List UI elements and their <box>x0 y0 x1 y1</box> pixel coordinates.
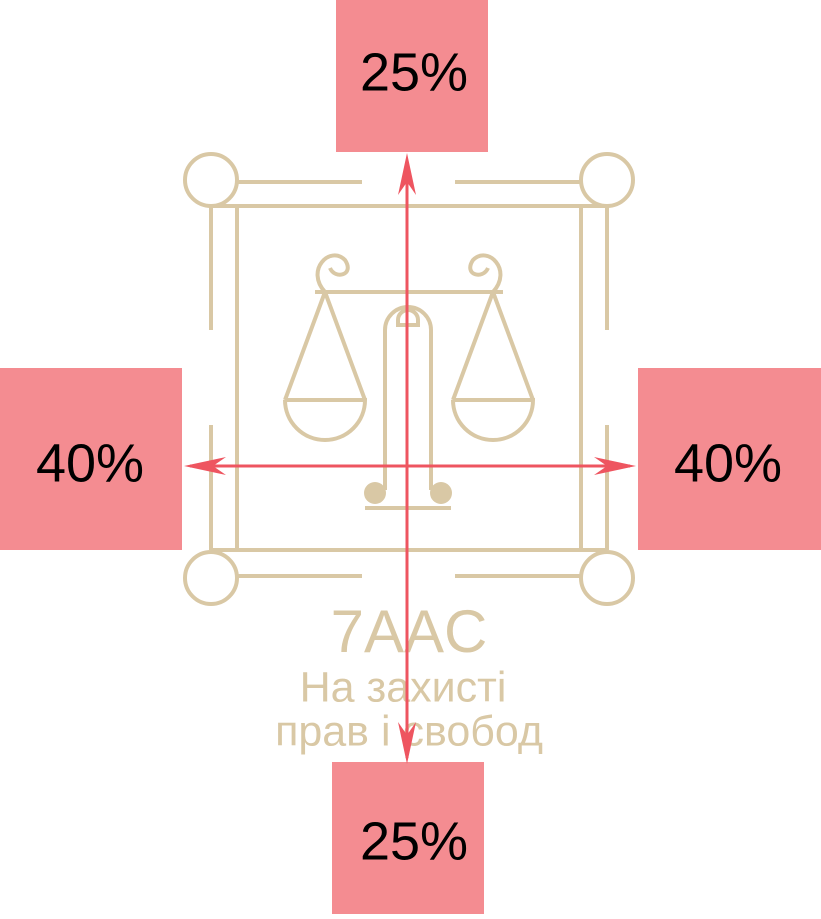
margin-box <box>0 368 182 550</box>
margin-label: 25% <box>360 811 468 871</box>
logo-name: 7AAC <box>331 598 488 665</box>
arrow-head <box>594 457 636 475</box>
margin-box <box>336 0 488 152</box>
arrow-head <box>398 722 416 764</box>
corner <box>183 550 239 606</box>
arrow-head <box>184 457 226 475</box>
margin-box <box>332 762 484 914</box>
knob <box>430 482 452 504</box>
margin-label: 25% <box>360 42 468 102</box>
scales <box>283 253 536 510</box>
corner <box>183 152 239 208</box>
margin-label: 40% <box>674 433 782 493</box>
margin-label: 40% <box>36 433 144 493</box>
logo-tagline: На захисті <box>300 663 507 711</box>
margin-box <box>638 368 821 550</box>
logo: 7AAC На захисті прав і свобод <box>183 152 635 755</box>
corner <box>579 152 635 208</box>
corner <box>579 550 635 606</box>
frame <box>209 180 609 578</box>
arrows <box>184 153 636 764</box>
arrow-head <box>398 153 416 195</box>
knob <box>364 482 386 504</box>
